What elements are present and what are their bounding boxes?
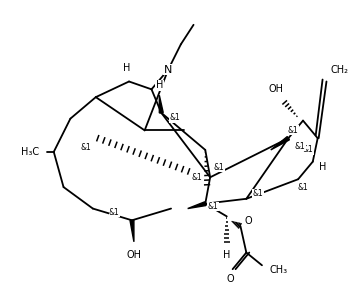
- Text: O: O: [244, 216, 252, 226]
- Text: CH₂: CH₂: [330, 65, 348, 75]
- Text: &1: &1: [214, 163, 224, 172]
- Text: &1: &1: [288, 126, 299, 135]
- Text: O: O: [227, 274, 235, 284]
- Text: H₃C: H₃C: [21, 147, 39, 157]
- Text: &1: &1: [170, 113, 180, 122]
- Text: H: H: [223, 251, 230, 260]
- Text: H: H: [156, 80, 163, 91]
- Text: &1: &1: [208, 202, 218, 211]
- Text: &1: &1: [253, 189, 264, 198]
- Polygon shape: [159, 95, 163, 113]
- Text: &1: &1: [298, 183, 308, 192]
- Polygon shape: [188, 202, 206, 209]
- Text: OH: OH: [126, 251, 141, 260]
- Text: CH₃: CH₃: [270, 265, 288, 275]
- Text: &1: &1: [295, 142, 306, 151]
- Text: N: N: [164, 65, 172, 75]
- Text: H: H: [319, 161, 326, 171]
- Text: &1: &1: [191, 173, 202, 182]
- Text: &1: &1: [302, 145, 313, 154]
- Text: OH: OH: [268, 84, 283, 94]
- Polygon shape: [271, 137, 289, 150]
- Text: &1: &1: [109, 208, 120, 217]
- Text: H: H: [124, 63, 131, 73]
- Text: &1: &1: [80, 144, 91, 152]
- Polygon shape: [130, 220, 134, 242]
